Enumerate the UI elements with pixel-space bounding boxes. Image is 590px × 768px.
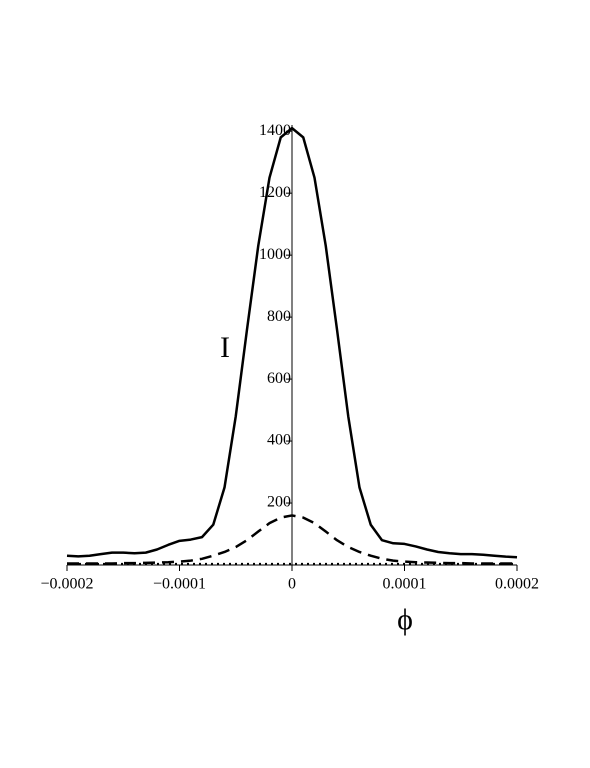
y-tick-label: 800 [267, 308, 291, 325]
y-tick-label: 1400 [259, 122, 291, 139]
y-tick-label: 1000 [259, 246, 291, 263]
y-tick-label: 200 [267, 494, 291, 511]
series-line [66, 126, 518, 559]
x-axis-label: ϕ [397, 603, 413, 636]
x-tick-label: 0.0001 [383, 576, 427, 593]
x-tick-label: 0.0002 [495, 576, 539, 593]
y-tick-label: 1200 [259, 184, 291, 201]
x-tick-label: 0 [288, 576, 296, 593]
y-tick-label: 400 [267, 432, 291, 449]
y-axis-label: I [220, 331, 230, 364]
series-line [67, 514, 517, 565]
y-tick-label: 600 [267, 370, 291, 387]
x-tick-label: −0.0001 [153, 576, 206, 593]
x-tick-label: −0.0002 [40, 576, 93, 593]
